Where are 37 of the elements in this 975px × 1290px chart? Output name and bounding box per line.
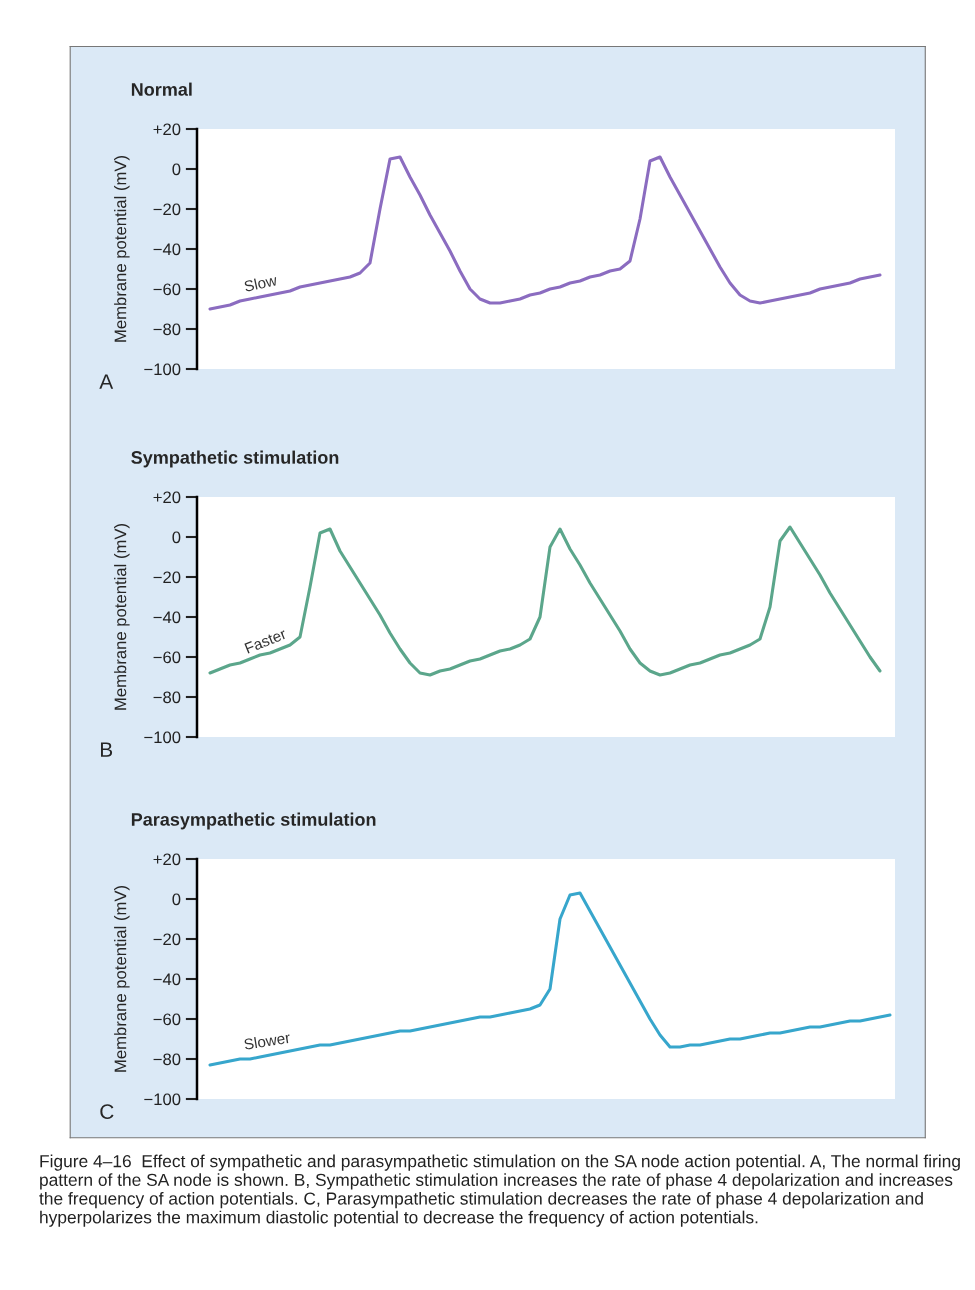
y-tick-label: −60 bbox=[153, 1013, 181, 1026]
y-tick-label: +20 bbox=[153, 123, 181, 136]
text: Slow bbox=[243, 274, 278, 292]
y-tick-label: −80 bbox=[153, 323, 181, 336]
line-series bbox=[208, 525, 882, 677]
text: Faster bbox=[244, 628, 288, 654]
y-axis-title: Membrane potential (mV) bbox=[114, 524, 130, 710]
y-tick-label: −100 bbox=[144, 363, 181, 376]
y-tick-label: −60 bbox=[153, 283, 181, 296]
text: A bbox=[99, 374, 114, 389]
chart-title: Sympathetic stimulation bbox=[131, 450, 339, 468]
y-tick-label: −100 bbox=[144, 731, 181, 744]
line-series bbox=[208, 891, 892, 1067]
y-tick-label: −80 bbox=[153, 1053, 181, 1066]
text: B bbox=[100, 742, 113, 757]
y-tick-label: −20 bbox=[153, 571, 181, 584]
y-axis-title: Membrane potential (mV) bbox=[114, 156, 130, 342]
y-tick-label: 0 bbox=[172, 893, 181, 906]
y-tick-label: 0 bbox=[172, 163, 181, 176]
y-tick-label: −20 bbox=[153, 933, 181, 946]
y-tick-label: +20 bbox=[153, 491, 181, 504]
caption: Figure 4–16 Effect of sympathetic and parasympathetic stimulation on the SA node action potential. A, The normal firing pattern of the SA node is shown. B, Sympathetic stimulation increases the rate of phase 4 depolarization and increases the frequency of action potentials. C, Parasympathetic stimulation decreases the rate of phase 4 depolarization and hyperpolarizes the maximum diastolic potential to decrease the frequency of action potentials. bbox=[39, 1154, 960, 1227]
y-tick-label: −20 bbox=[153, 203, 181, 216]
chart-title: Normal bbox=[131, 82, 192, 96]
y-axis-title: Membrane potential (mV) bbox=[114, 886, 130, 1072]
y-tick-label: −60 bbox=[153, 651, 181, 664]
y-tick-label: −100 bbox=[144, 1093, 181, 1106]
text: C bbox=[100, 1104, 114, 1119]
y-tick-label: −40 bbox=[153, 243, 181, 256]
y-tick-label: +20 bbox=[153, 853, 181, 866]
line-series bbox=[208, 155, 882, 311]
y-tick-label: −80 bbox=[153, 691, 181, 704]
y-tick-label: −40 bbox=[153, 611, 181, 624]
y-tick-label: −40 bbox=[153, 973, 181, 986]
y-tick-label: 0 bbox=[172, 531, 181, 544]
chart-title: Parasympathetic stimulation bbox=[131, 812, 376, 830]
text: Slower bbox=[243, 1031, 291, 1050]
